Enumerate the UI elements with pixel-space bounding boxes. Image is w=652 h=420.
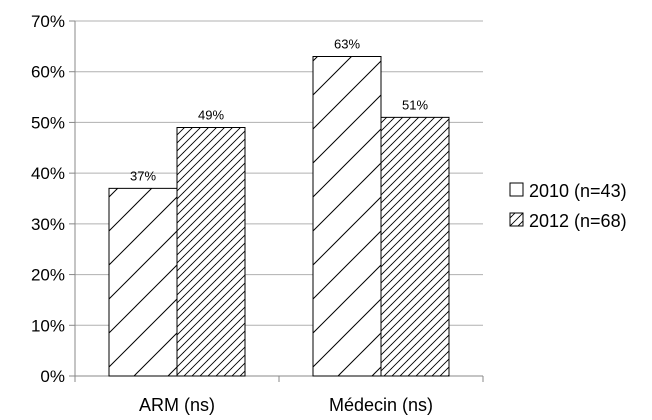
y-tick-label: 10% (31, 316, 65, 335)
y-tick-label: 60% (31, 63, 65, 82)
bar-2012 (176, 127, 246, 377)
labels: 0% 10% 20% 30% 40% 50% 60% 70% 37% 49% ARM (ns) 63%… (31, 12, 433, 415)
bar-2012 (380, 116, 450, 377)
bar-2010 (312, 56, 382, 377)
bar-2010 (108, 187, 178, 377)
legend: 2010 (n=43) 2012 (n=68) (509, 181, 627, 231)
y-tick-label: 0% (40, 367, 65, 386)
data-label: 37% (130, 168, 156, 183)
y-tick-label: 20% (31, 266, 65, 285)
legend-label: 2010 (n=43) (529, 181, 627, 201)
y-tick-label: 30% (31, 215, 65, 234)
legend-swatch (509, 212, 524, 227)
y-tick-label: 70% (31, 12, 65, 31)
data-label: 49% (198, 108, 224, 123)
y-tick-label: 40% (31, 164, 65, 183)
bars (108, 56, 450, 377)
x-category-label: ARM (ns) (139, 395, 215, 415)
data-label: 51% (402, 97, 428, 112)
y-tick-label: 50% (31, 113, 65, 132)
legend-label: 2012 (n=68) (529, 211, 627, 231)
legend-swatch (509, 182, 524, 197)
data-label: 63% (334, 37, 360, 52)
x-category-label: Médecin (ns) (329, 395, 433, 415)
